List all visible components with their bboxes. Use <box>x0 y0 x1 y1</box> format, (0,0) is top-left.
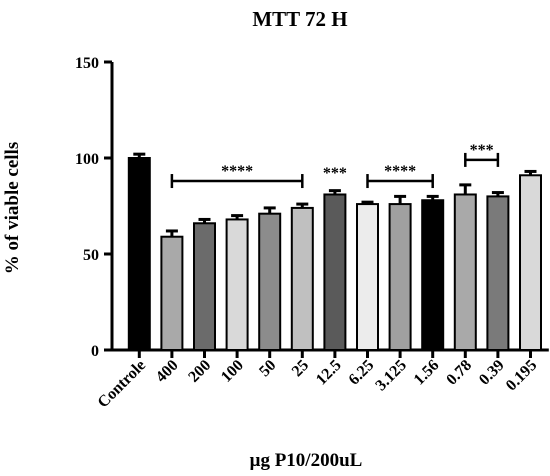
y-tick-label: 0 <box>91 343 99 360</box>
bar-1.56 <box>421 199 445 351</box>
x-tick-label: 100 <box>218 357 247 386</box>
bar-400 <box>160 235 184 351</box>
bar-Controle <box>127 157 151 351</box>
significance-group: **** *** ******* <box>170 142 500 189</box>
x-tick-label: Controle <box>95 357 150 412</box>
x-tick-label: 12.5 <box>313 357 345 389</box>
bars-group <box>127 157 542 351</box>
x-tick-label: 1.56 <box>411 357 443 389</box>
error-bars-group <box>133 152 537 237</box>
x-axis: Controle 400 200 100 50 25 12.5 6.253.125 1.56 0.… <box>95 348 549 412</box>
x-tick-label: 25 <box>289 357 312 380</box>
y-axis: 0 50 100 150 <box>75 55 114 360</box>
bar-0.78 <box>453 193 477 351</box>
y-tick-label: 150 <box>75 55 99 72</box>
bar-0.39 <box>486 195 510 351</box>
x-tick-label: 0.78 <box>443 357 475 389</box>
x-tick-label: 50 <box>256 357 279 380</box>
bar-12.5 <box>323 193 347 351</box>
x-tick-label: 400 <box>153 357 182 386</box>
x-tick-label: 0.39 <box>476 357 508 389</box>
x-tick-label: 3.125 <box>372 357 409 394</box>
significance-label: *** <box>323 165 347 182</box>
significance-label: **** <box>221 163 253 180</box>
chart-title: MTT 72 H <box>252 7 347 31</box>
bar-50 <box>258 212 282 351</box>
bar-25 <box>290 206 314 351</box>
y-tick-label: 50 <box>83 247 99 264</box>
bar-0.195 <box>519 174 542 351</box>
bar-6.25 <box>356 203 379 351</box>
bar-200 <box>193 222 216 351</box>
bar-100 <box>225 218 249 351</box>
y-axis-label: % of viable cells <box>2 142 23 274</box>
x-tick-label: 0.195 <box>503 357 540 394</box>
x-axis-label: μg P10/200uL <box>250 450 363 471</box>
bar-3.125 <box>388 203 412 351</box>
y-tick-label: 100 <box>75 151 99 168</box>
significance-label: **** <box>384 163 416 180</box>
x-tick-label: 6.25 <box>346 357 378 389</box>
significance-label: *** <box>470 142 494 159</box>
x-tick-label: 200 <box>185 357 214 386</box>
